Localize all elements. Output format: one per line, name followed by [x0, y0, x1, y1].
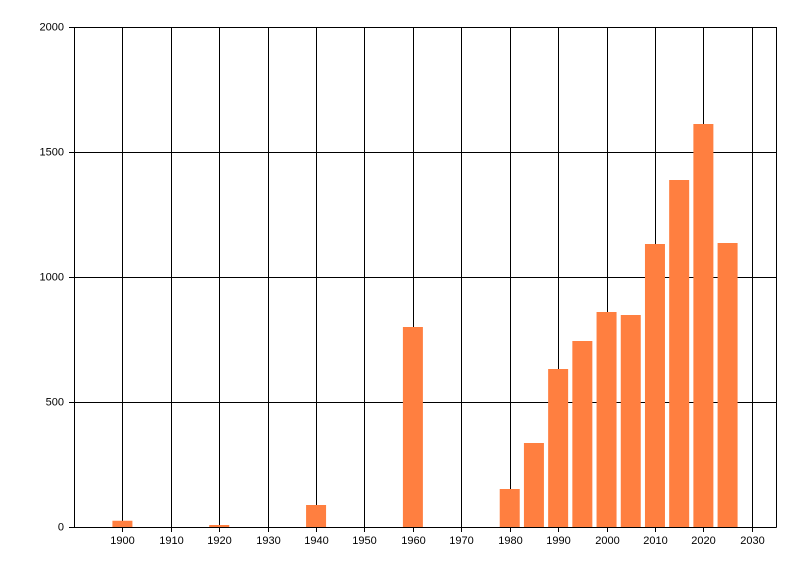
x-tick-label: 1990 — [546, 535, 570, 547]
y-tick-label: 1500 — [40, 146, 64, 158]
y-tick-label: 0 — [58, 521, 64, 533]
x-tick-label: 1940 — [304, 535, 328, 547]
x-tick-label: 2010 — [643, 535, 667, 547]
x-tick-label: 1970 — [449, 535, 473, 547]
x-tick-label: 2030 — [740, 535, 764, 547]
bar — [620, 315, 641, 527]
bar — [572, 341, 593, 527]
x-tick-label: 1920 — [207, 535, 231, 547]
x-tick-label: 1960 — [401, 535, 425, 547]
bar — [717, 243, 738, 527]
bar — [402, 327, 423, 527]
bar — [112, 520, 133, 527]
x-tick-label: 2000 — [595, 535, 619, 547]
y-tick-label: 1000 — [40, 271, 64, 283]
bar — [523, 443, 544, 527]
bar — [499, 489, 520, 527]
bar — [644, 244, 665, 527]
bar — [596, 312, 617, 527]
x-tick-label: 1930 — [256, 535, 280, 547]
x-tick-label: 1980 — [498, 535, 522, 547]
x-tick-label: 1900 — [110, 535, 134, 547]
x-tick-label: 2020 — [691, 535, 715, 547]
y-tick-label: 500 — [46, 396, 64, 408]
y-tick-label: 2000 — [40, 21, 64, 33]
bar — [306, 505, 327, 527]
bar — [209, 525, 230, 527]
bar — [669, 180, 690, 527]
x-tick-label: 1950 — [352, 535, 376, 547]
x-tick-label: 1910 — [159, 535, 183, 547]
bar — [693, 124, 714, 527]
bar — [548, 369, 569, 527]
